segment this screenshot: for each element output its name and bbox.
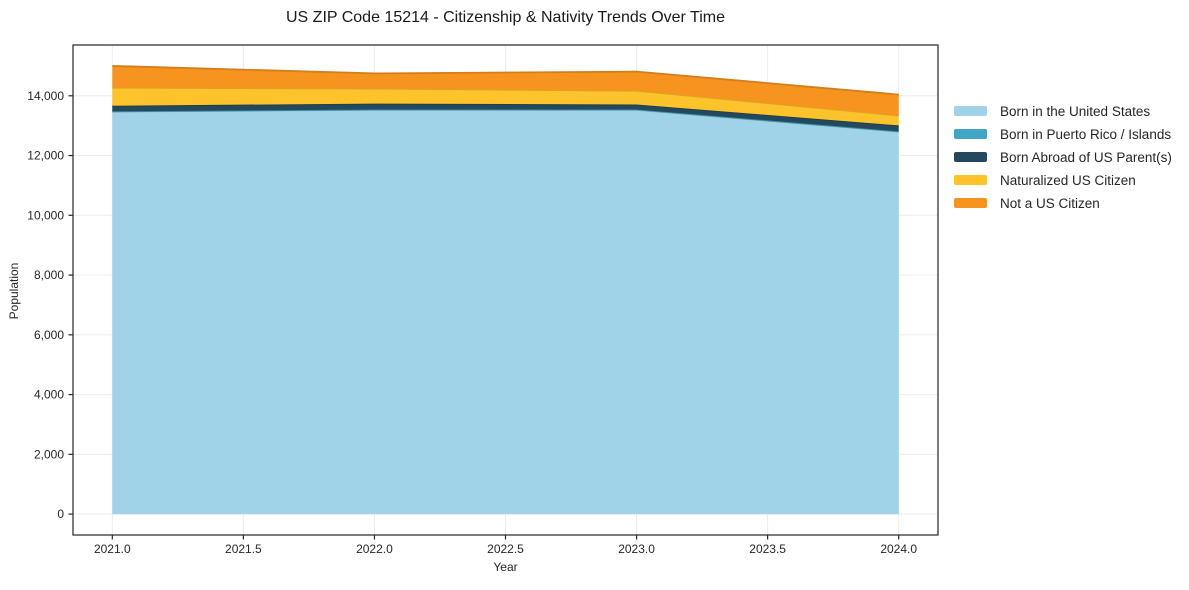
legend-label: Naturalized US Citizen bbox=[1000, 172, 1136, 188]
area-band-4 bbox=[112, 65, 899, 116]
x-tick-label: 2021.0 bbox=[94, 542, 131, 556]
x-tick-label: 2021.5 bbox=[225, 542, 262, 556]
x-tick-label: 2024.0 bbox=[880, 542, 917, 556]
x-tick-label: 2023.0 bbox=[618, 542, 655, 556]
y-tick-label: 6,000 bbox=[34, 328, 64, 342]
legend-label: Born in the United States bbox=[1000, 103, 1151, 119]
x-axis-label: Year bbox=[493, 560, 518, 574]
y-tick-label: 10,000 bbox=[27, 208, 64, 222]
legend-swatch bbox=[954, 106, 987, 116]
y-tick-label: 0 bbox=[57, 507, 64, 521]
area-edge-4 bbox=[112, 65, 899, 96]
y-axis: 0 2,000 4,000 6,000 8,000 10,000 12,000 14,000 bbox=[27, 89, 73, 521]
x-tick-label: 2023.5 bbox=[749, 542, 786, 556]
legend-item: Not a US Citizen bbox=[954, 195, 1172, 211]
legend-swatch bbox=[954, 129, 987, 139]
y-tick-label: 12,000 bbox=[27, 149, 64, 163]
x-axis: 2021.0 2021.5 2022.0 2022.5 2023.0 2023.5 2024… bbox=[94, 535, 917, 556]
y-tick-label: 2,000 bbox=[34, 447, 64, 461]
legend-label: Not a US Citizen bbox=[1000, 195, 1100, 211]
legend-swatch bbox=[954, 175, 987, 185]
y-tick-label: 14,000 bbox=[27, 89, 64, 103]
y-axis-label: Population bbox=[7, 262, 21, 320]
y-tick-label: 8,000 bbox=[34, 268, 64, 282]
legend-item: Born Abroad of US Parent(s) bbox=[954, 149, 1172, 165]
area-band-0 bbox=[112, 109, 899, 515]
legend-item: Born in the United States bbox=[954, 103, 1172, 119]
legend-label: Born Abroad of US Parent(s) bbox=[1000, 149, 1172, 165]
legend-swatch bbox=[954, 198, 987, 208]
x-tick-label: 2022.5 bbox=[487, 542, 524, 556]
chart-title: US ZIP Code 15214 - Citizenship & Nativi… bbox=[286, 9, 725, 26]
legend-label: Born in Puerto Rico / Islands bbox=[1000, 126, 1172, 142]
chart-legend: Born in the United States Born in Puerto … bbox=[954, 103, 1172, 211]
area-series-group bbox=[112, 65, 899, 515]
legend-swatch bbox=[954, 152, 987, 162]
legend-item: Naturalized US Citizen bbox=[954, 172, 1172, 188]
x-tick-label: 2022.0 bbox=[356, 542, 393, 556]
legend-item: Born in Puerto Rico / Islands bbox=[954, 126, 1172, 142]
y-tick-label: 4,000 bbox=[34, 388, 64, 402]
